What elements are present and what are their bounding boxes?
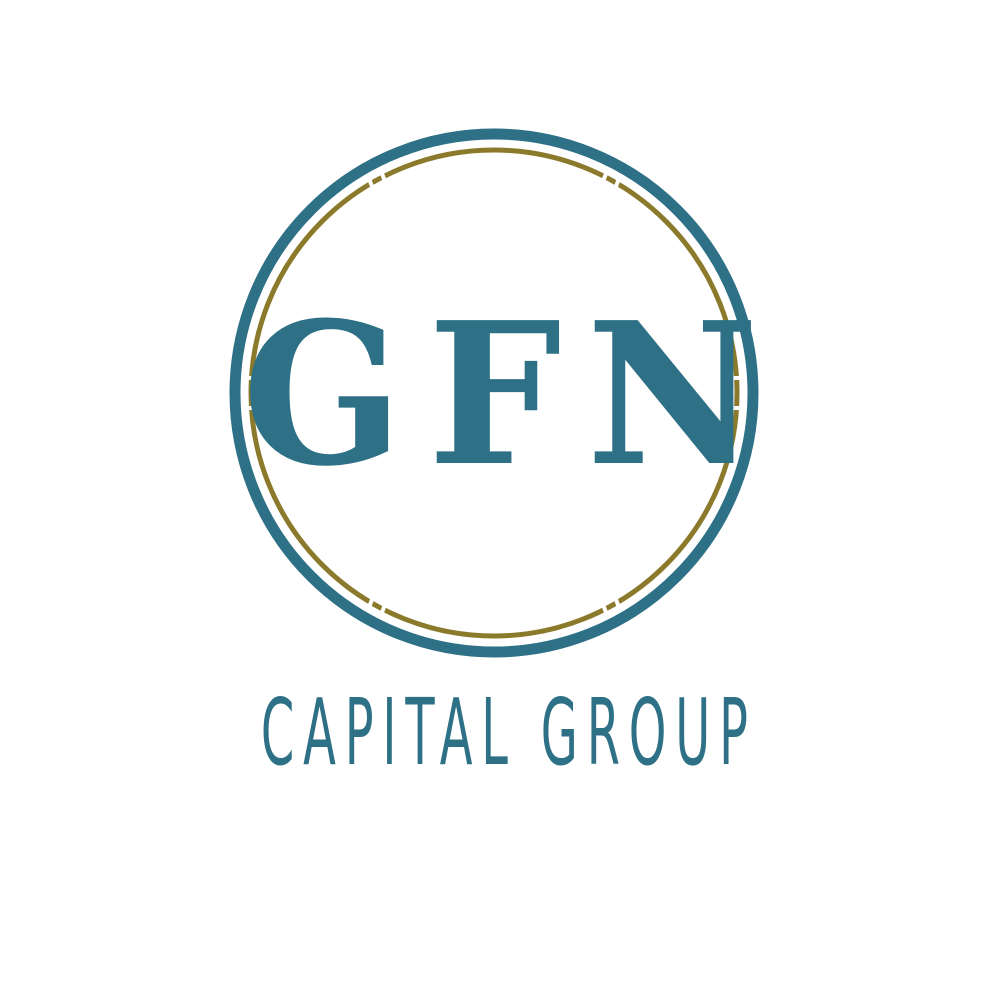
inner-ring (248, 147, 740, 639)
ring-gap-marks (244, 170, 744, 616)
logo-monogram: GFN (235, 290, 765, 500)
logo-tagline: CAPITAL GROUP (150, 679, 850, 786)
outer-ring (229, 128, 759, 658)
monogram-text: GFN (242, 280, 784, 510)
tagline-text: CAPITAL GROUP (260, 679, 757, 786)
